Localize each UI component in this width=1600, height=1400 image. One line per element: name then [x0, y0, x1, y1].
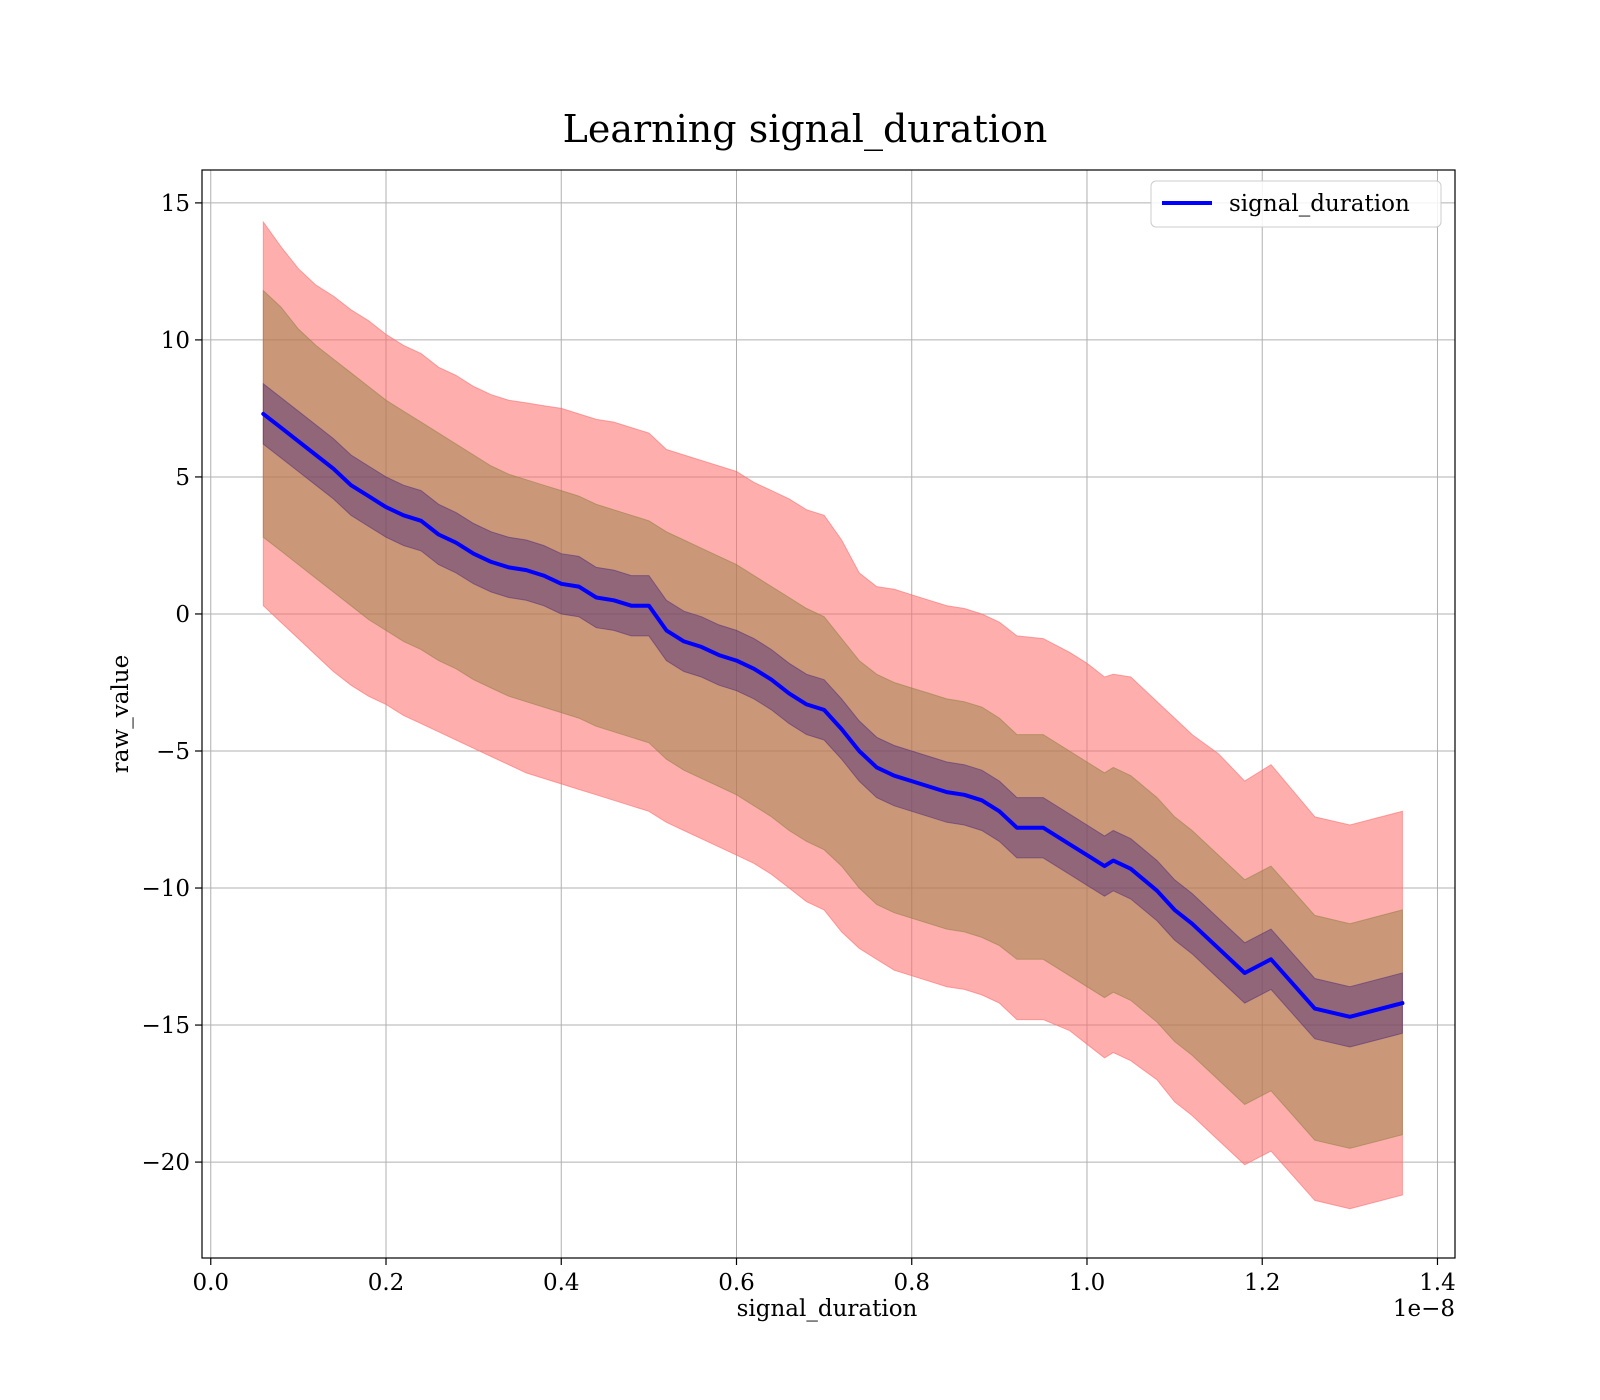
- x-tick-label: 0.8: [893, 1270, 930, 1296]
- x-tick-label: 0.6: [718, 1270, 755, 1296]
- y-tick-label: −10: [141, 876, 190, 902]
- x-axis-ticks: 0.0 0.2 0.4 0.6 0.8 1.0 1.2 1.4: [192, 1258, 1456, 1296]
- outer-confidence-band: [262, 220, 1403, 1210]
- x-tick-label: 0.0: [192, 1270, 229, 1296]
- chart-title: Learning signal_duration: [563, 107, 1048, 152]
- legend-box: [1150, 180, 1442, 228]
- plot-frame: [201, 169, 1456, 1259]
- x-tick-label: 0.4: [543, 1270, 580, 1296]
- y-tick-label: 0: [175, 602, 190, 628]
- y-axis-ticks: 15 10 5 0 −5 −10 −15 −20: [141, 191, 202, 1176]
- x-axis-offset-label: 1e−8: [1393, 1296, 1455, 1322]
- x-tick-label: 1.4: [1419, 1270, 1456, 1296]
- y-tick-label: −15: [141, 1013, 190, 1039]
- x-axis-label: signal_duration: [737, 1296, 918, 1322]
- x-tick-label: 1.0: [1069, 1270, 1106, 1296]
- y-tick-label: −5: [156, 739, 190, 765]
- x-tick-label: 0.2: [368, 1270, 405, 1296]
- x-tick-label: 1.2: [1244, 1270, 1281, 1296]
- y-axis-label: raw_value: [108, 655, 134, 773]
- y-tick-label: 10: [161, 328, 190, 354]
- series-lines: [261, 411, 1405, 1019]
- y-tick-label: 5: [175, 465, 190, 491]
- y-tick-label: 15: [161, 191, 190, 217]
- inner-confidence-band: [262, 382, 1403, 1048]
- y-tick-label: −20: [141, 1150, 190, 1176]
- legend: signal_duration: [1150, 180, 1442, 228]
- legend-label: signal_duration: [1229, 191, 1410, 217]
- series-line-signal-duration: [261, 411, 1405, 1019]
